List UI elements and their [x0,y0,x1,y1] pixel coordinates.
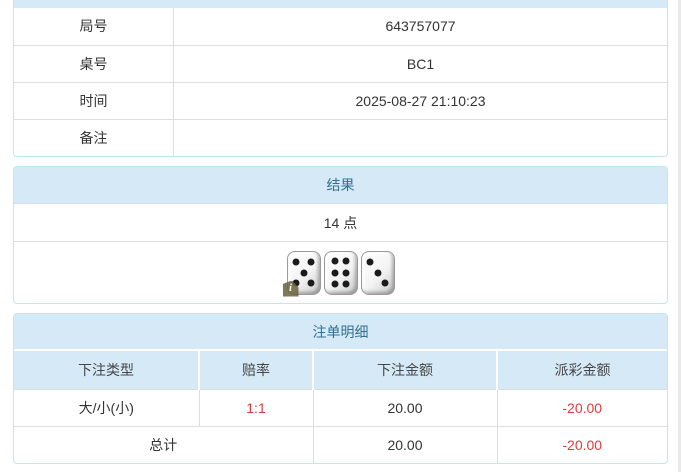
window-edge-shadow [678,0,681,472]
table-header-row: 下注类型 赔率 下注金额 派彩金额 [14,351,667,389]
info-icon[interactable]: i [282,280,299,297]
payout-cell: -20.00 [496,388,667,426]
die-pip [292,258,300,266]
bet-details-table: 下注类型 赔率 下注金额 派彩金额 大/小(小) 1:1 20.00 -20.0… [14,351,667,463]
round-id-value: 643757077 [385,18,456,34]
table-id-label: 桌号 [14,46,174,82]
die-2 [323,250,358,295]
table-row: 备注 [14,119,667,156]
odds-cell: 1:1 [198,388,313,426]
bet-details-title: 注单明细 [14,314,667,351]
table-row: 时间 2025-08-27 21:10:23 [14,82,667,119]
remark-value [174,120,667,156]
game-info-panel-header [14,0,667,8]
die-pip [381,279,389,287]
total-bet-amount-cell: 20.00 [312,425,497,463]
table-row: 局号 643757077 [14,8,667,45]
die-pip [342,269,350,276]
col-header-odds: 赔率 [198,351,313,389]
total-label-cell: 总计 [14,425,313,463]
die-3 [360,250,395,295]
table-id-value: BC1 [406,56,435,72]
die-pip [307,258,315,266]
die-pip [331,280,339,288]
time-label: 时间 [14,83,174,119]
result-panel: 结果 14 点 i [13,166,668,304]
remark-label: 备注 [14,120,174,156]
col-header-bet-amount: 下注金额 [312,351,497,389]
bet-type-cell: 大/小(小) [14,388,199,426]
dice-total-points: 14 点 [14,204,667,242]
dice-result-row: i [14,242,667,303]
col-header-payout: 派彩金额 [496,351,667,389]
die-pip [292,279,300,287]
total-row: 总计 20.00 -20.00 [14,425,667,463]
die-pip [342,257,350,265]
bet-amount-cell: 20.00 [312,388,497,426]
die-1: i [282,250,321,297]
die-pip [300,269,307,276]
total-payout-cell: -20.00 [496,425,667,463]
game-info-panel: 局号 643757077 桌号 BC1 时间 2025-08-27 21:10:… [13,0,668,157]
col-header-bet-type: 下注类型 [14,351,199,389]
die-pip [307,279,315,287]
die-pip [374,269,381,276]
die-pip [342,280,350,288]
die-pip [331,269,339,276]
die-pip [331,257,339,265]
bet-details-panel: 注单明细 下注类型 赔率 下注金额 派彩金额 大/小(小) 1:1 20.00 [13,313,668,464]
time-value: 2025-08-27 21:10:23 [355,93,486,109]
table-row: 大/小(小) 1:1 20.00 -20.00 [14,388,667,426]
round-id-label: 局号 [14,8,174,45]
die-pip [366,258,374,266]
table-row: 桌号 BC1 [14,45,667,82]
result-panel-title: 结果 [14,167,667,204]
